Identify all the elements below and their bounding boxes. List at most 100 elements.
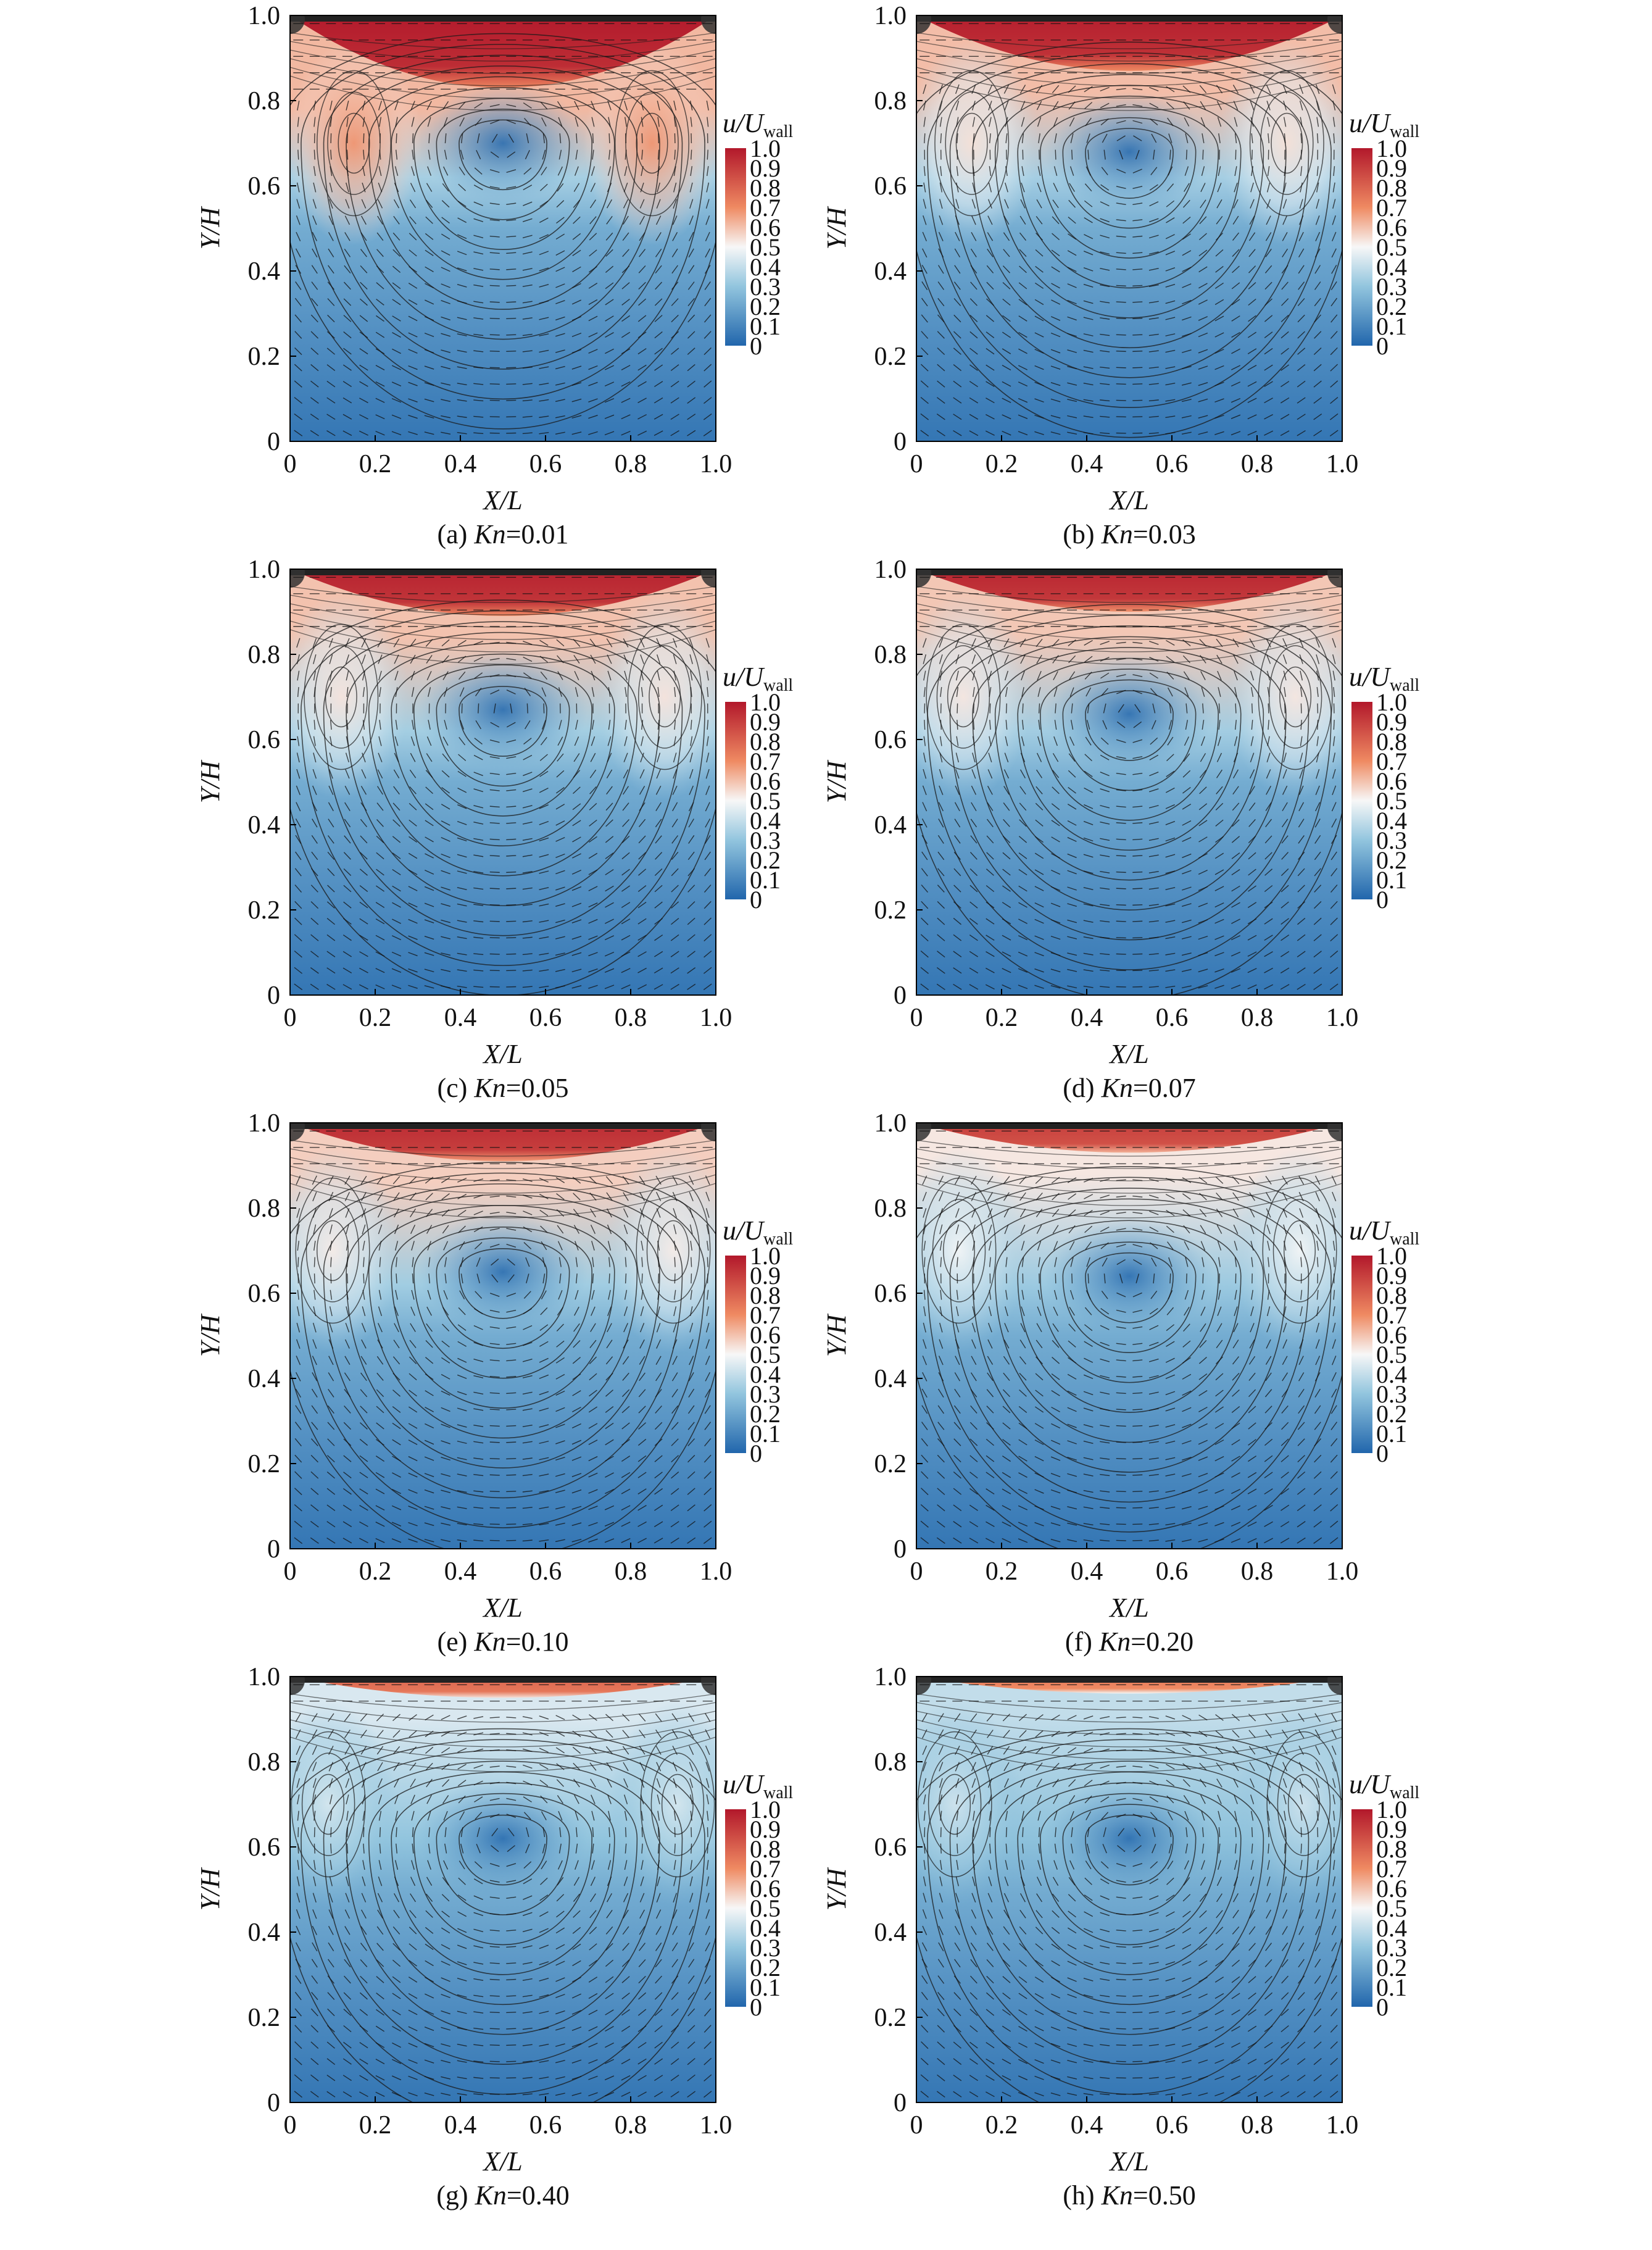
velocity-vector xyxy=(376,232,384,241)
velocity-vector xyxy=(621,265,630,273)
velocity-vector xyxy=(408,1538,418,1543)
velocity-vector xyxy=(343,1992,352,2000)
velocity-vector xyxy=(392,1406,401,1413)
velocity-vector xyxy=(937,1471,945,1479)
velocity-vector xyxy=(394,1208,399,1218)
velocity-vector xyxy=(1019,85,1026,94)
velocity-vector xyxy=(539,2060,549,2063)
velocity-vector xyxy=(444,1843,447,1854)
velocity-vector xyxy=(343,1422,352,1430)
velocity-vector xyxy=(457,2043,467,2047)
velocity-vector xyxy=(1298,1175,1305,1185)
velocity-vector xyxy=(408,299,418,305)
velocity-vector xyxy=(1150,737,1158,745)
velocity-vector xyxy=(688,802,694,812)
velocity-vector xyxy=(507,1845,515,1852)
velocity-vector xyxy=(1100,754,1110,760)
velocity-vector xyxy=(973,133,975,144)
velocity-vector xyxy=(525,720,531,730)
x-tick-label: 0.2 xyxy=(986,1004,1018,1032)
velocity-vector xyxy=(556,1340,565,1348)
velocity-vector xyxy=(621,1488,631,1494)
streamline xyxy=(290,1174,716,1206)
velocity-vector xyxy=(391,2075,402,2081)
velocity-vector xyxy=(294,314,302,323)
velocity-vector xyxy=(1018,1406,1027,1413)
velocity-vector xyxy=(1083,1473,1094,1477)
velocity-vector xyxy=(986,315,995,322)
velocity-vector xyxy=(362,1290,365,1300)
velocity-vector xyxy=(426,753,433,762)
velocity-vector xyxy=(359,348,368,355)
velocity-vector xyxy=(359,885,368,892)
velocity-vector xyxy=(920,413,929,420)
velocity-vector xyxy=(1050,1489,1061,1494)
velocity-vector xyxy=(489,383,500,385)
velocity-vector xyxy=(588,869,598,875)
streamline xyxy=(916,41,1342,62)
velocity-vector xyxy=(1132,269,1143,270)
velocity-vector xyxy=(953,1438,961,1446)
velocity-vector xyxy=(605,1356,613,1365)
velocity-vector xyxy=(607,166,612,177)
velocity-vector xyxy=(428,133,430,144)
velocity-vector xyxy=(393,1909,400,1919)
velocity-vector xyxy=(344,1959,351,1968)
velocity-vector xyxy=(1182,1440,1192,1444)
velocity-vector xyxy=(1234,182,1238,193)
velocity-vector xyxy=(1132,351,1143,352)
velocity-vector xyxy=(938,1175,944,1185)
velocity-vector xyxy=(1234,1241,1238,1251)
velocity-vector xyxy=(411,1241,415,1251)
velocity-vector xyxy=(424,2059,434,2064)
velocity-vector xyxy=(1100,218,1110,223)
velocity-vector xyxy=(1116,756,1126,759)
velocity-vector xyxy=(489,2060,500,2062)
velocity-vector xyxy=(953,851,961,860)
velocity-vector xyxy=(441,1715,450,1720)
streamline xyxy=(290,1165,716,1194)
velocity-vector xyxy=(310,331,319,339)
velocity-vector xyxy=(394,1306,399,1316)
velocity-vector xyxy=(1165,415,1176,419)
colorbar-tick-label: 0.5 xyxy=(1376,233,1407,261)
velocity-vector xyxy=(1266,1339,1271,1349)
velocity-vector xyxy=(623,1340,629,1349)
velocity-vector xyxy=(392,1439,401,1446)
streamline xyxy=(994,1209,1264,1443)
velocity-vector xyxy=(670,951,679,957)
velocity-vector xyxy=(1148,333,1159,336)
velocity-vector xyxy=(1199,1193,1207,1201)
velocity-vector xyxy=(559,1273,562,1284)
velocity-vector xyxy=(296,769,301,779)
velocity-vector xyxy=(363,149,365,160)
velocity-vector xyxy=(1002,1439,1011,1446)
velocity-vector xyxy=(654,918,663,925)
velocity-vector xyxy=(1298,248,1305,258)
velocity-vector xyxy=(1100,1490,1110,1493)
velocity-vector xyxy=(522,1178,533,1182)
velocity-vector xyxy=(986,885,995,893)
velocity-vector xyxy=(1100,1194,1110,1199)
velocity-vector xyxy=(1330,934,1339,942)
velocity-vector xyxy=(625,1257,627,1267)
caption-value: =0.05 xyxy=(506,1073,569,1103)
velocity-vector xyxy=(571,1538,582,1543)
velocity-vector xyxy=(1148,936,1159,939)
velocity-vector xyxy=(342,364,352,371)
velocity-vector xyxy=(1018,951,1028,957)
velocity-vector xyxy=(1182,870,1192,875)
velocity-vector xyxy=(1330,314,1338,323)
velocity-vector xyxy=(326,414,336,420)
velocity-vector xyxy=(1233,101,1239,110)
velocity-vector xyxy=(937,1438,945,1446)
velocity-vector xyxy=(523,102,532,109)
velocity-vector xyxy=(294,2091,302,2098)
velocity-vector xyxy=(1182,233,1191,240)
velocity-vector xyxy=(1018,1522,1028,1527)
velocity-vector xyxy=(1316,687,1319,698)
velocity-vector xyxy=(1133,721,1142,728)
streamline xyxy=(947,666,979,728)
x-tick-label: 0.6 xyxy=(529,450,562,478)
velocity-vector xyxy=(673,117,676,127)
